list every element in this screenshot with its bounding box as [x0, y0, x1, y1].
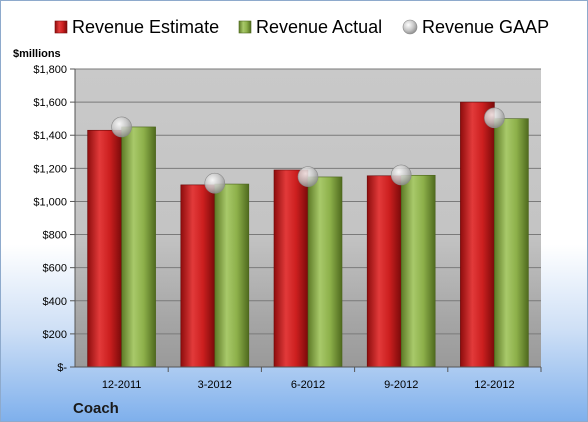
y-tick-label: $600: [43, 263, 67, 275]
legend-label-gaap: Revenue GAAP: [422, 17, 549, 37]
legend-marker-gaap: [402, 19, 418, 35]
bar-revenue-actual[interactable]: [494, 118, 529, 368]
y-tick-label: $1,200: [33, 163, 67, 175]
x-tick-label: 6-2012: [291, 379, 325, 391]
point-revenue-gaap[interactable]: [111, 116, 132, 138]
legend-swatch-actual: [238, 20, 252, 34]
point-revenue-gaap[interactable]: [297, 166, 319, 187]
bar-revenue-actual[interactable]: [307, 176, 343, 368]
point-revenue-gaap[interactable]: [484, 107, 505, 129]
x-axis: 12-2011 3-2012 6-2012 9-2012 12-2012: [75, 366, 542, 391]
y-tick-label: $1,600: [33, 97, 67, 109]
y-tick-label: $1,400: [33, 130, 67, 142]
y-axis: $- $200 $400 $600 $800 $1,000 $1,200 $1,400 $1,6…: [33, 64, 76, 374]
bar-revenue-estimate[interactable]: [273, 169, 309, 368]
legend-item-gaap[interactable]: Revenue GAAP: [402, 17, 549, 37]
y-tick-label: $400: [43, 296, 67, 308]
y-tick-label: $800: [43, 230, 67, 242]
legend-swatch-estimate: [54, 20, 68, 34]
bar-revenue-actual[interactable]: [121, 126, 156, 368]
bars: [87, 101, 529, 368]
point-revenue-gaap[interactable]: [390, 164, 412, 186]
bar-revenue-actual[interactable]: [214, 183, 250, 368]
legend: Revenue Estimate Revenue Actual Revenue …: [54, 17, 549, 37]
company-name: Coach: [73, 400, 119, 417]
y-tick-label: $1,000: [33, 196, 67, 208]
x-tick-label: 9-2012: [384, 379, 418, 391]
y-tick-label: $200: [43, 329, 67, 341]
bar-revenue-estimate[interactable]: [87, 129, 122, 368]
y-tick-label: $-: [57, 362, 67, 374]
bar-revenue-estimate[interactable]: [180, 184, 216, 368]
gaap-markers: [111, 107, 505, 194]
legend-label-actual: Revenue Actual: [256, 17, 382, 37]
x-tick-label: 12-2012: [474, 379, 514, 391]
bar-revenue-estimate[interactable]: [460, 101, 495, 368]
x-tick-label: 12-2011: [102, 379, 142, 391]
x-tick-label: 3-2012: [198, 379, 232, 391]
point-revenue-gaap[interactable]: [204, 172, 226, 194]
y-tick-label: $1,800: [33, 64, 67, 76]
unit-label: $millions: [13, 48, 61, 60]
legend-label-estimate: Revenue Estimate: [72, 17, 219, 37]
legend-item-actual[interactable]: Revenue Actual: [238, 17, 382, 37]
legend-item-estimate[interactable]: Revenue Estimate: [54, 17, 219, 37]
bar-revenue-estimate[interactable]: [366, 175, 402, 368]
bar-revenue-actual[interactable]: [400, 174, 436, 368]
